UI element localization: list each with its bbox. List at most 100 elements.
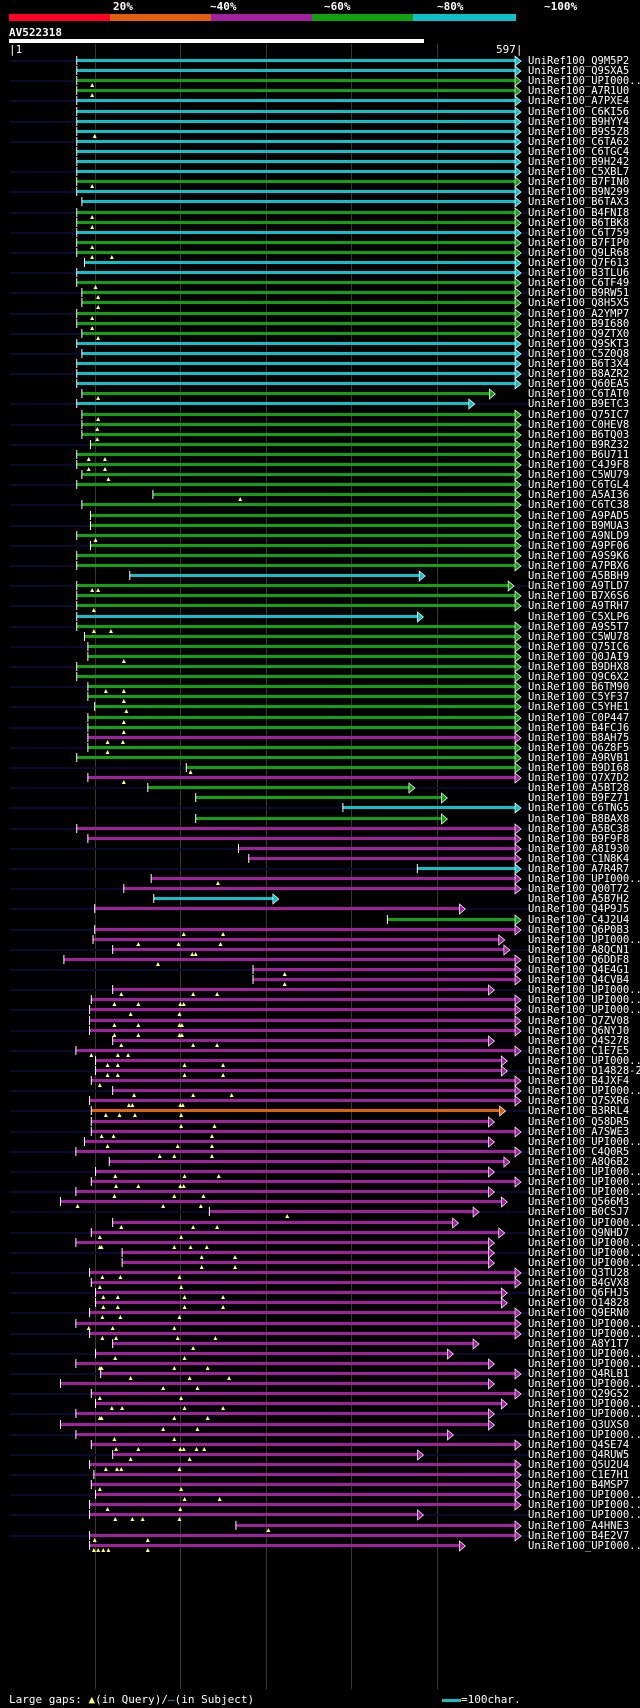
hit-row[interactable] <box>10 944 530 956</box>
hit-row[interactable] <box>10 207 530 219</box>
hit-name-link[interactable]: UniRef100_C1E7H1 <box>528 1469 630 1481</box>
hit-row[interactable] <box>10 1429 530 1441</box>
hit-name-link[interactable]: UniRef100_C1N8K4 <box>528 853 630 865</box>
hit-name-link[interactable]: UniRef100_Q9SKT3 <box>528 338 630 350</box>
hit-row[interactable] <box>195 813 448 825</box>
hit-name-link[interactable]: UniRef100_A9TRH7 <box>528 600 630 612</box>
hit-name-link[interactable]: UniRef100_B9H242 <box>528 156 630 168</box>
hit-name-link[interactable]: UniRef100_Q4P9J5 <box>528 903 630 915</box>
hit-name-link[interactable]: UniRef100_A9S9K6 <box>528 550 630 562</box>
hit-row[interactable] <box>10 1186 530 1198</box>
hit-name-link[interactable]: UniRef100_UPI000.. <box>528 1257 640 1269</box>
hit-row[interactable] <box>10 742 530 754</box>
hit-row[interactable] <box>10 398 530 410</box>
hit-row[interactable] <box>10 166 530 178</box>
hit-name-link[interactable]: UniRef100_A8I930 <box>528 843 630 855</box>
hit-name-link[interactable]: UniRef100_Q4SE74 <box>528 1439 630 1451</box>
hit-name-link[interactable]: UniRef100_C5XLP6 <box>528 611 630 623</box>
hit-name-link[interactable]: UniRef100_UPI000.. <box>528 1378 640 1390</box>
hit-name-link[interactable]: UniRef100_A9RVB1 <box>528 752 630 764</box>
hit-row[interactable] <box>75 1237 496 1249</box>
hit-name-link[interactable]: UniRef100_Q6P0B3 <box>528 924 630 936</box>
hit-row[interactable] <box>89 510 522 522</box>
hit-row[interactable] <box>76 530 522 542</box>
hit-name-link[interactable]: UniRef100_A9NLD9 <box>528 530 630 542</box>
hit-row[interactable] <box>89 1540 466 1552</box>
hit-row[interactable] <box>112 1035 496 1047</box>
hit-row[interactable] <box>87 712 522 724</box>
hit-name-link[interactable]: UniRef100_C6TA62 <box>528 136 630 148</box>
hit-name-link[interactable]: UniRef100_B6TQ03 <box>528 429 630 441</box>
hit-name-link[interactable]: UniRef100_B9FZ71 <box>528 792 630 804</box>
hit-name-link[interactable]: UniRef100_A8Y1T7 <box>528 1338 630 1350</box>
hit-row[interactable] <box>10 1368 530 1380</box>
hit-name-link[interactable]: UniRef100_Q7SXR6 <box>528 1095 630 1107</box>
hit-name-link[interactable]: UniRef100_UPI000.. <box>528 994 640 1006</box>
hit-name-link[interactable]: UniRef100_UPI000.. <box>528 1489 640 1501</box>
hit-name-link[interactable]: UniRef100_Q7ZV08 <box>528 1015 630 1027</box>
hit-name-link[interactable]: UniRef100_UPI000.. <box>528 1247 640 1259</box>
hit-name-link[interactable]: UniRef100_UPI000.. <box>528 1358 640 1370</box>
hit-name-link[interactable]: UniRef100_Q00T72 <box>528 883 630 895</box>
hit-name-link[interactable]: UniRef100_B0CSJ7 <box>528 1206 630 1218</box>
hit-row[interactable] <box>76 277 522 289</box>
hit-row[interactable] <box>10 328 530 340</box>
hit-row[interactable] <box>10 621 530 633</box>
hit-row[interactable] <box>10 1348 530 1360</box>
hit-row[interactable] <box>10 348 530 360</box>
hit-name-link[interactable]: UniRef100_C6TC38 <box>528 499 630 511</box>
hit-row[interactable] <box>10 1025 530 1037</box>
hit-name-link[interactable]: UniRef100_Q58DR5 <box>528 1116 630 1128</box>
hit-name-link[interactable]: UniRef100_Q6NYJ0 <box>528 1025 630 1037</box>
hit-name-link[interactable]: UniRef100_Q9M5P2 <box>528 55 630 67</box>
hit-row[interactable] <box>10 1206 530 1218</box>
hit-name-link[interactable]: UniRef100_B9DI68 <box>528 762 630 774</box>
hit-name-link[interactable]: UniRef100_Q4S278 <box>528 1035 630 1047</box>
hit-row[interactable] <box>10 1489 530 1501</box>
hit-row[interactable] <box>248 853 522 865</box>
hit-name-link[interactable]: UniRef100_B9RW51 <box>528 287 630 299</box>
hit-row[interactable] <box>89 1499 522 1511</box>
hit-name-link[interactable]: UniRef100_Q566M3 <box>528 1196 630 1208</box>
hit-row[interactable] <box>10 1449 530 1461</box>
hit-row[interactable] <box>10 247 530 259</box>
hit-name-link[interactable]: UniRef100_UPI000.. <box>528 1217 640 1229</box>
hit-name-link[interactable]: UniRef100_A8QCN1 <box>528 944 630 956</box>
hit-name-link[interactable]: UniRef100_B4GVX8 <box>528 1277 630 1289</box>
hit-row[interactable] <box>59 1419 496 1431</box>
hit-name-link[interactable]: UniRef100_UPI000.. <box>528 1540 640 1552</box>
hit-row[interactable] <box>10 1469 530 1481</box>
hit-name-link[interactable]: UniRef100_B4E2V7 <box>528 1530 630 1542</box>
hit-row[interactable] <box>76 752 522 764</box>
hit-name-link[interactable]: UniRef100_B9HYY4 <box>528 116 630 128</box>
hit-row[interactable] <box>63 954 522 966</box>
hit-row[interactable] <box>10 1530 530 1542</box>
hit-row[interactable] <box>95 1055 508 1067</box>
hit-row[interactable] <box>10 1105 530 1117</box>
hit-name-link[interactable]: UniRef100_UPI000.. <box>528 873 640 885</box>
hit-row[interactable] <box>83 631 522 643</box>
hit-name-link[interactable]: UniRef100_UPI000.. <box>528 1166 640 1178</box>
hit-name-link[interactable]: UniRef100_UPI000.. <box>528 1237 640 1249</box>
hit-row[interactable] <box>87 651 522 663</box>
hit-name-link[interactable]: UniRef100_B9N299 <box>528 186 630 198</box>
hit-row[interactable] <box>89 1095 522 1107</box>
hit-row[interactable] <box>10 843 530 855</box>
hit-row[interactable] <box>10 560 530 572</box>
hit-name-link[interactable]: UniRef100_B9I680 <box>528 318 630 330</box>
hit-name-link[interactable]: UniRef100_UPI000.. <box>528 1499 640 1511</box>
hit-row[interactable] <box>10 55 530 67</box>
hit-name-link[interactable]: UniRef100_B4FCJ6 <box>528 722 630 734</box>
hit-row[interactable] <box>10 661 530 673</box>
hit-name-link[interactable]: UniRef100_UPI000.. <box>528 1509 640 1521</box>
hit-row[interactable] <box>81 409 522 421</box>
hit-name-link[interactable]: UniRef100_A7SWE3 <box>528 1126 630 1138</box>
hit-row[interactable] <box>10 116 530 128</box>
hit-name-link[interactable]: UniRef100_C5XBL7 <box>528 166 630 178</box>
hit-row[interactable] <box>121 1257 496 1269</box>
hit-row[interactable] <box>87 691 522 703</box>
hit-name-link[interactable]: UniRef100_Q4RLB1 <box>528 1368 630 1380</box>
hit-name-link[interactable]: UniRef100_UPI000.. <box>528 1408 640 1420</box>
hit-row[interactable] <box>10 479 530 491</box>
hit-name-link[interactable]: UniRef100_B7X6S6 <box>528 590 630 602</box>
